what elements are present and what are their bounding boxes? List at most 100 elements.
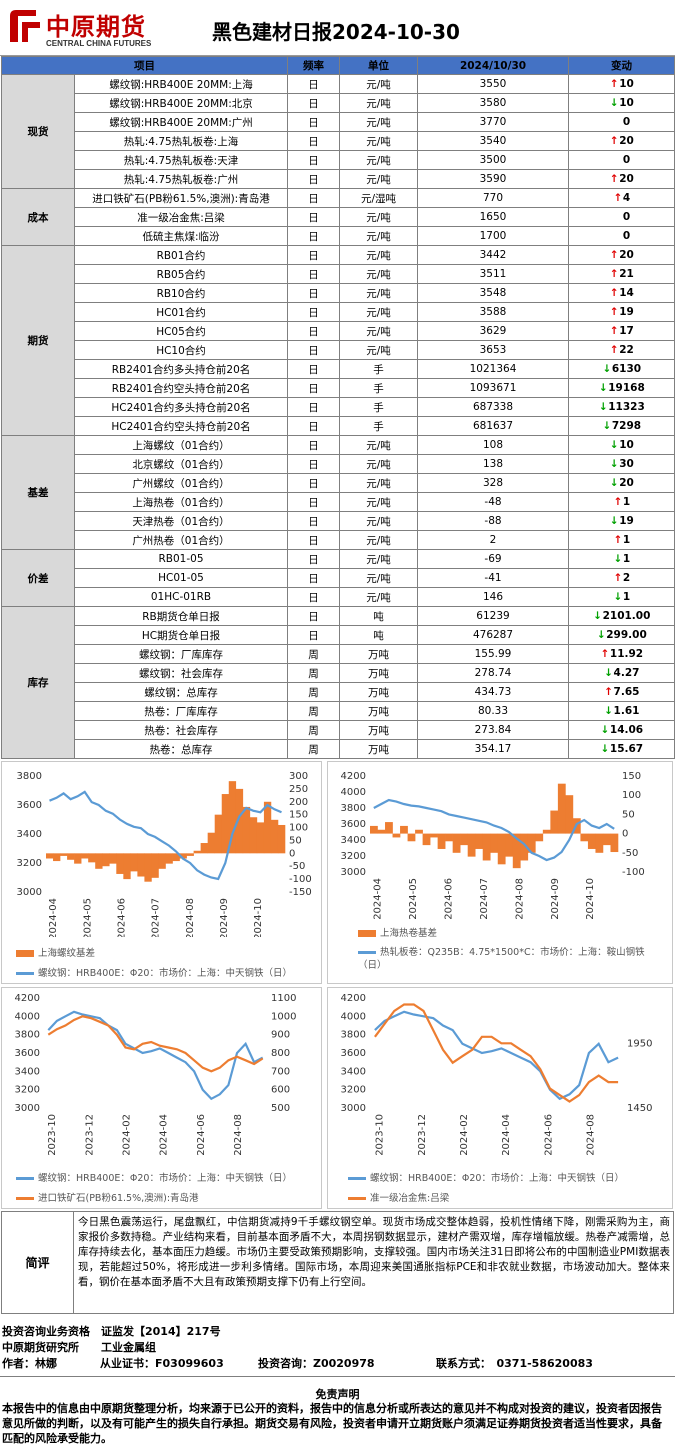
basis-bar <box>407 833 416 842</box>
basis-bar <box>60 853 68 856</box>
value-cell: 3442 <box>417 245 569 265</box>
basis-bar <box>74 853 82 864</box>
basis-bar <box>172 853 180 862</box>
basis-bar <box>512 833 521 869</box>
item-cell: RB01合约 <box>74 245 288 265</box>
table-row: 上海热卷（01合约）日元/吨 -48 ↑1 <box>2 492 675 512</box>
freq-cell: 日 <box>287 264 340 284</box>
freq-cell: 日 <box>287 625 340 645</box>
change-value: 19168 <box>608 382 645 394</box>
change-cell: ↓299.00 <box>568 625 675 645</box>
freq-cell: 日 <box>287 606 340 626</box>
table-row: 螺纹钢：总库存周万吨 434.73 ↑7.65 <box>2 682 675 702</box>
arrow-down-icon: ↓ <box>593 610 602 622</box>
value-cell: -48 <box>417 492 569 512</box>
freq-cell: 日 <box>287 112 340 132</box>
freq-cell: 日 <box>287 359 340 379</box>
table-row: 热轧:4.75热轧板卷:上海日元/吨 3540 ↑20 <box>2 131 675 151</box>
unit-cell: 元/吨 <box>339 226 418 246</box>
basis-bar <box>370 825 378 834</box>
value-cell: 354.17 <box>417 739 569 759</box>
table-row: 基差 上海螺纹（01合约）日元/吨 108 ↓10 <box>1 435 675 550</box>
divider <box>0 1376 675 1377</box>
item-cell: RB2401合约空头持仓前20名 <box>74 378 288 398</box>
value-cell: 61239 <box>417 606 569 626</box>
basis-bar <box>165 853 173 864</box>
x-tick-label: 2024-07 <box>479 878 490 920</box>
change-cell: ↓19 <box>568 511 675 531</box>
basis-bar <box>445 833 453 842</box>
unit-cell: 万吨 <box>339 644 418 664</box>
y-tick-left: 3200 <box>17 858 42 869</box>
basis-bar <box>475 833 484 849</box>
value-cell: 328 <box>417 473 569 493</box>
legend-item: 准一级冶金焦:吕梁 <box>348 1190 449 1204</box>
table-row: 准一级冶金焦:吕梁日元/吨 1650 0 <box>2 207 675 227</box>
item-cell: RB01-05 <box>74 549 288 569</box>
table-row: 螺纹钢:HRB400E 20MM:北京日元/吨 3580 ↓10 <box>2 93 675 113</box>
x-tick-label: 2023-12 <box>417 1114 428 1156</box>
unit-cell: 元/吨 <box>339 568 418 588</box>
change-cell: ↑17 <box>568 321 675 341</box>
change-cell: 0 <box>568 207 675 227</box>
y-tick-right: 100 <box>622 790 641 801</box>
y-tick-right: 0 <box>622 829 628 840</box>
unit-cell: 元/吨 <box>339 530 418 550</box>
value-cell: 3590 <box>417 169 569 189</box>
unit-cell: 万吨 <box>339 701 418 721</box>
legend-item: 螺纹钢：HRB400E：Φ20：市场价：上海：中天钢铁（日） <box>16 1170 292 1184</box>
legend-swatch <box>358 951 376 954</box>
table-header-row: 项目 频率 单位 2024/10/30 变动 <box>1 56 675 75</box>
y-tick-left: 4200 <box>341 771 366 782</box>
change-cell: 0 <box>568 150 675 170</box>
y-tick-right: -150 <box>289 887 312 898</box>
change-cell: ↓30 <box>568 454 675 474</box>
unit-cell: 元/吨 <box>339 302 418 322</box>
basis-bar <box>587 833 596 849</box>
category-cell: 现货 <box>1 74 75 189</box>
unit-cell: 元/吨 <box>339 150 418 170</box>
company-logo: 中原期货 CENTRAL CHINA FUTURES <box>6 4 156 52</box>
change-value: 10 <box>619 439 634 451</box>
freq-cell: 日 <box>287 169 340 189</box>
change-cell: ↓1 <box>568 549 675 569</box>
change-value: 20 <box>619 135 634 147</box>
legend-item: 进口铁矿石(PB粉61.5%,澳洲):青岛港 <box>16 1190 199 1204</box>
arrow-up-icon: ↑ <box>613 572 623 584</box>
item-cell: 热卷：厂库库存 <box>74 701 288 721</box>
x-tick-label: 2023-10 <box>47 1114 58 1156</box>
legend-item: 螺纹钢：HRB400E：Φ20：市场价：上海：中天钢铁（日） <box>348 1170 624 1184</box>
category-cell: 成本 <box>1 188 75 246</box>
freq-cell: 日 <box>287 226 340 246</box>
basis-bar <box>158 853 166 869</box>
value-cell: 3629 <box>417 321 569 341</box>
basis-bar <box>109 853 117 864</box>
change-value: 19 <box>619 306 634 318</box>
basis-bar <box>482 833 491 861</box>
arrow-down-icon: ↓ <box>609 97 619 109</box>
y-tick-left: 3200 <box>15 1085 40 1096</box>
charts-area: 3800 3600 3400 3200 3000 300 250 200 150 100 50 0 -5… <box>0 761 675 1209</box>
unit-cell: 元/吨 <box>339 435 418 455</box>
arrow-down-icon: ↓ <box>609 458 619 470</box>
change-cell: ↑20 <box>568 169 675 189</box>
change-value: 10 <box>619 78 634 90</box>
freq-cell: 日 <box>287 492 340 512</box>
basis-bar <box>81 853 89 859</box>
basis-bar <box>144 853 152 882</box>
arrow-down-icon: ↓ <box>598 382 608 394</box>
basis-bar <box>88 853 96 863</box>
table-row: RB2401合约空头持仓前20名日手 1093671 ↓19168 <box>2 378 675 398</box>
item-cell: 01HC-01RB <box>74 587 288 607</box>
freq-cell: 日 <box>287 473 340 493</box>
freq-cell: 日 <box>287 188 340 208</box>
change-cell: ↑7.65 <box>568 682 675 702</box>
value-cell: 1700 <box>417 226 569 246</box>
item-cell: HC01-05 <box>74 568 288 588</box>
value-cell: 108 <box>417 435 569 455</box>
change-cell: ↑4 <box>568 188 675 208</box>
table-row: 天津热卷（01合约）日元/吨 -88 ↓19 <box>2 511 675 531</box>
value-cell: -41 <box>417 568 569 588</box>
logo-name-cn: 中原期货 <box>46 12 146 41</box>
basis-bar <box>256 822 265 854</box>
